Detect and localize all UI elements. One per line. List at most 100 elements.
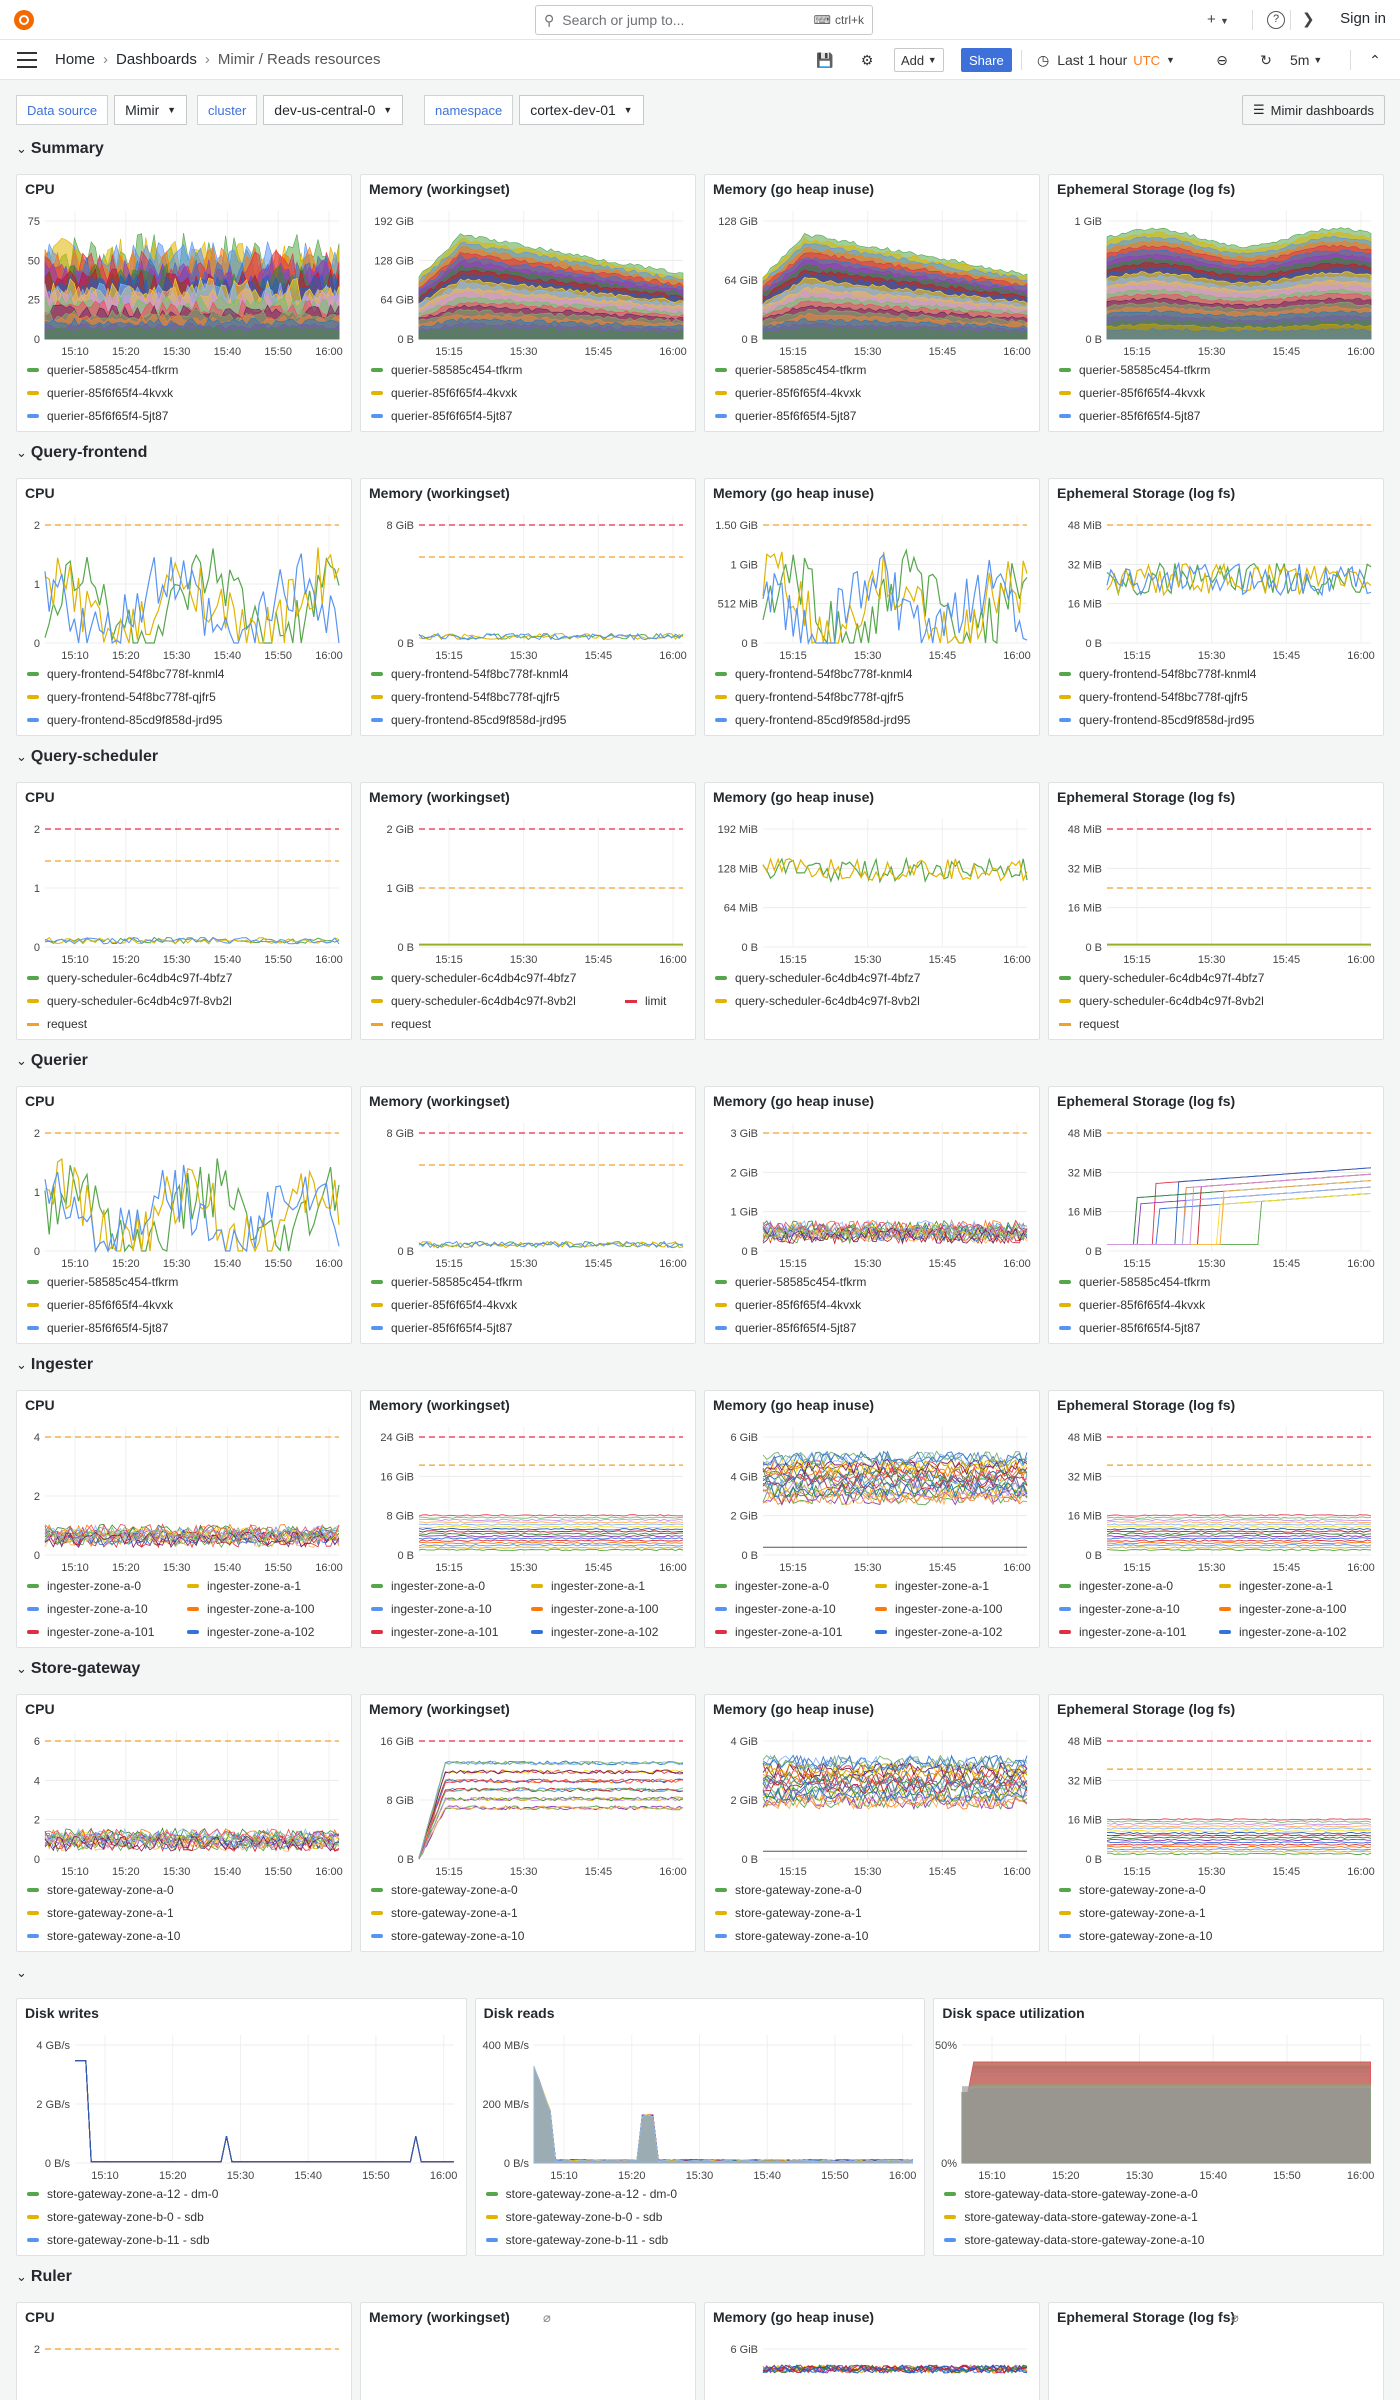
row-header[interactable]: ⌄ Querier	[16, 1052, 88, 1070]
legend-item[interactable]: store-gateway-zone-b-0 - sdb	[27, 2210, 204, 2224]
legend-item[interactable]: store-gateway-zone-a-1	[1059, 1906, 1206, 1920]
search-input[interactable]: ⚲ Search or jump to... ⌨ ctrl+k	[535, 5, 873, 35]
panel-plot[interactable]: 24 GiB 16 GiB 8 GiB 0 B 15:15 15:30 15:45 16:00	[361, 1417, 695, 1577]
panel-title[interactable]: Memory (workingset)	[369, 1093, 510, 1109]
panel-ephemeral-storage-log-fs[interactable]: Ephemeral Storage (log fs) 48 MiB 32 MiB 16…	[1048, 1086, 1384, 1344]
legend-item[interactable]: store-gateway-zone-b-11 - sdb	[485, 2233, 668, 2247]
legend-item[interactable]: query-frontend-54f8bc778f-knml4	[715, 667, 912, 681]
legend-item[interactable]: store-gateway-zone-a-12 - dm-0	[485, 2187, 677, 2201]
row-header[interactable]: ⌄ Ruler	[16, 2268, 72, 2286]
row-header[interactable]: ⌄ Summary	[16, 140, 104, 158]
panel-title[interactable]: Memory (workingset)	[369, 1397, 510, 1413]
legend-item[interactable]: query-scheduler-6c4db4c97f-8vb2l	[1059, 994, 1264, 1008]
cluster-select[interactable]: dev-us-central-0 ▼	[263, 95, 404, 125]
legend-item[interactable]: store-gateway-zone-a-10	[715, 1929, 868, 1943]
panel-title[interactable]: Memory (go heap inuse)	[713, 181, 875, 197]
grafana-logo-icon[interactable]	[12, 8, 36, 32]
panel-memory-workingset[interactable]: Memory (workingset) 8 GiB 0 B 15:15 15:30 15:…	[360, 478, 696, 736]
legend-item[interactable]: querier-85f6f65f4-4kvxk	[715, 386, 861, 400]
panel-title[interactable]: Memory (workingset)	[369, 1701, 510, 1717]
legend-item[interactable]: query-frontend-85cd9f858d-jrd95	[371, 713, 566, 727]
panel-title[interactable]: Ephemeral Storage (log fs)	[1057, 1397, 1236, 1413]
panel-plot[interactable]: 48 MiB 32 MiB 16 MiB 0 B 15:15 15:30 15:45 16:0…	[1049, 1417, 1383, 1577]
legend-item[interactable]: ingester-zone-a-101	[1059, 1625, 1186, 1639]
panel-memory-go-heap-inuse[interactable]: Memory (go heap inuse) 3 GiB 2 GiB 1 GiB 0 B…	[704, 1086, 1040, 1344]
panel-title[interactable]: Ephemeral Storage (log fs)	[1057, 485, 1236, 501]
legend-item[interactable]: query-frontend-85cd9f858d-jrd95	[1059, 713, 1254, 727]
refresh-interval-picker[interactable]: 5m ▼	[1290, 48, 1322, 72]
row-header[interactable]: ⌄ Store-gateway	[16, 1660, 140, 1678]
panel-memory-go-heap-inuse[interactable]: Memory (go heap inuse) 4 GiB 2 GiB 0 B 15:15…	[704, 1694, 1040, 1952]
refresh-icon[interactable]: ↻	[1260, 51, 1272, 68]
panel-memory-workingset[interactable]: Memory (workingset) 8 GiB 0 B 15:15 15:30 15:…	[360, 1086, 696, 1344]
panel-plot[interactable]: 48 MiB 32 MiB 16 MiB 0 B 15:15 15:30 15:45 16:0…	[1049, 505, 1383, 665]
row-header[interactable]: ⌄ Query-frontend	[16, 444, 147, 462]
legend-item[interactable]: querier-85f6f65f4-5jt87	[27, 1321, 168, 1335]
legend-item[interactable]: ingester-zone-a-101	[371, 1625, 498, 1639]
menu-icon[interactable]	[17, 52, 37, 68]
row-header[interactable]: ⌄ Ingester	[16, 1356, 93, 1374]
panel-title[interactable]: Memory (go heap inuse)	[713, 1093, 875, 1109]
panel-memory-workingset[interactable]: Memory (workingset) 24 GiB 16 GiB 8 GiB 0 B 1…	[360, 1390, 696, 1648]
legend-item[interactable]: query-frontend-85cd9f858d-jrd95	[27, 713, 222, 727]
legend-item[interactable]: store-gateway-zone-a-0	[371, 1883, 518, 1897]
legend-item[interactable]: querier-58585c454-tfkrm	[27, 1275, 178, 1289]
panel-memory-go-heap-inuse[interactable]: Memory (go heap inuse) 1.50 GiB 1 GiB 512 M…	[704, 478, 1040, 736]
legend-item[interactable]: store-gateway-zone-a-0	[715, 1883, 862, 1897]
legend-item[interactable]: store-gateway-zone-a-12 - dm-0	[27, 2187, 218, 2201]
new-menu-button[interactable]: + ▼	[1207, 9, 1229, 32]
legend-item[interactable]: ingester-zone-a-10	[371, 1602, 492, 1616]
panel-ephemeral-storage-log-fs[interactable]: Ephemeral Storage (log fs) 1 GiB 0 B 15:15 1…	[1048, 174, 1384, 432]
panel-title[interactable]: CPU	[25, 2309, 55, 2325]
legend-item[interactable]: query-scheduler-6c4db4c97f-8vb2l	[371, 994, 576, 1008]
panel-memory-go-heap-inuse[interactable]: Memory (go heap inuse) 128 GiB 64 GiB 0 B 15…	[704, 174, 1040, 432]
panel-plot[interactable]: 192 GiB 128 GiB 64 GiB 0 B 15:15 15:30 15:45 16…	[361, 201, 695, 361]
panel-plot[interactable]: 50% 0% 15:10 15:20 15:30 15:40 15:50 16:00	[934, 2025, 1383, 2185]
legend-item[interactable]: limit	[625, 994, 666, 1008]
legend-item[interactable]: ingester-zone-a-0	[715, 1579, 829, 1593]
panel-cpu[interactable]: CPU 2 1 0 15:10 15:20 15:30 15:40 15:50 16:00 quer…	[16, 1086, 352, 1344]
datasource-select[interactable]: Mimir ▼	[114, 95, 188, 125]
panel-plot[interactable]: 1.50 GiB 1 GiB 512 MiB 0 B 15:15 15:30 15:45 16…	[705, 505, 1039, 665]
panel-plot[interactable]: 48 MiB 32 MiB 16 MiB 0 B 15:15 15:30 15:45 16:0…	[1049, 1113, 1383, 1273]
legend-item[interactable]: query-scheduler-6c4db4c97f-4bfz7	[715, 971, 920, 985]
panel-plot[interactable]: 3 GiB 2 GiB 1 GiB 0 B 15:15 15:30 15:45 16:00	[705, 1113, 1039, 1273]
legend-item[interactable]: store-gateway-zone-a-10	[371, 1929, 524, 1943]
legend-item[interactable]: query-scheduler-6c4db4c97f-8vb2l	[27, 994, 232, 1008]
panel-title[interactable]: Memory (workingset)	[369, 181, 510, 197]
panel-plot[interactable]: 2 1 0 15:10 15:20 15:30 15:40 15:50 16:00	[17, 809, 351, 969]
legend-item[interactable]: query-frontend-54f8bc778f-knml4	[371, 667, 568, 681]
legend-item[interactable]: querier-85f6f65f4-5jt87	[715, 409, 856, 423]
panel-plot[interactable]: 4 GiB 2 GiB 0 B 15:15 15:30 15:45 16:00	[705, 1721, 1039, 1881]
panel-plot[interactable]: 2 GiB 1 GiB 0 B 15:15 15:30 15:45 16:00	[361, 809, 695, 969]
legend-item[interactable]: ingester-zone-a-10	[27, 1602, 148, 1616]
panel-memory-workingset[interactable]: Memory (workingset) ⌀	[360, 2302, 696, 2400]
legend-item[interactable]: querier-85f6f65f4-5jt87	[1059, 409, 1200, 423]
legend-item[interactable]: query-frontend-54f8bc778f-qjfr5	[27, 690, 216, 704]
time-picker[interactable]: ◷ Last 1 hour UTC ▼	[1037, 48, 1175, 72]
panel-cpu[interactable]: CPU 2 1 0 15:10 15:20 15:30 15:40 15:50 16:00 quer…	[16, 478, 352, 736]
panel-title[interactable]: CPU	[25, 789, 55, 805]
legend-item[interactable]: querier-58585c454-tfkrm	[371, 363, 522, 377]
panel-title[interactable]: Disk writes	[25, 2005, 99, 2021]
legend-item[interactable]: ingester-zone-a-101	[27, 1625, 154, 1639]
panel-memory-workingset[interactable]: Memory (workingset) 16 GiB 8 GiB 0 B 15:15 15…	[360, 1694, 696, 1952]
legend-item[interactable]: store-gateway-zone-a-10	[27, 1929, 180, 1943]
save-icon[interactable]: 💾	[816, 51, 834, 68]
legend-item[interactable]: querier-85f6f65f4-4kvxk	[371, 1298, 517, 1312]
panel-plot[interactable]: 2 1 0 15:10 15:20 15:30 15:40 15:50 16:00	[17, 1113, 351, 1273]
namespace-select[interactable]: cortex-dev-01 ▼	[519, 95, 644, 125]
legend-item[interactable]: store-gateway-zone-a-1	[715, 1906, 862, 1920]
legend-item[interactable]: querier-85f6f65f4-4kvxk	[27, 386, 173, 400]
panel-plot[interactable]: 48 MiB 32 MiB 16 MiB 0 B 15:15 15:30 15:45 16:0…	[1049, 809, 1383, 969]
panel-title[interactable]: CPU	[25, 1701, 55, 1717]
panel-title[interactable]: Memory (workingset)	[369, 485, 510, 501]
panel-title[interactable]: Ephemeral Storage (log fs)	[1057, 1093, 1236, 1109]
legend-item[interactable]: ingester-zone-a-1	[875, 1579, 989, 1593]
legend-item[interactable]: querier-85f6f65f4-5jt87	[715, 1321, 856, 1335]
legend-item[interactable]: ingester-zone-a-100	[1219, 1602, 1346, 1616]
mimir-dashboards-button[interactable]: ☰ Mimir dashboards	[1242, 95, 1385, 125]
legend-item[interactable]: querier-58585c454-tfkrm	[27, 363, 178, 377]
legend-item[interactable]: ingester-zone-a-10	[1059, 1602, 1180, 1616]
